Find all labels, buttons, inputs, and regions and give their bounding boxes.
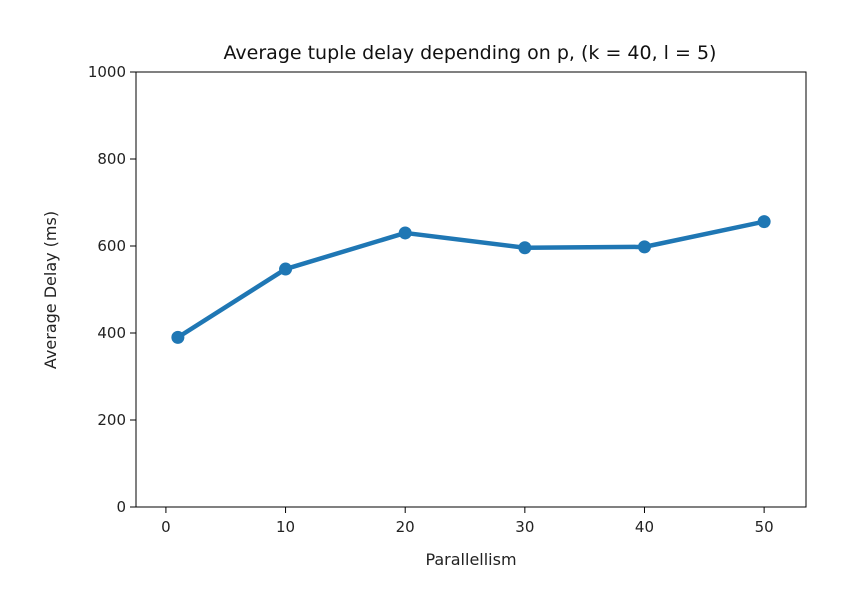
series-line: [175, 219, 767, 340]
x-tick-label: 10: [276, 518, 295, 536]
data-point: [279, 262, 293, 276]
plot-frame: [135, 71, 807, 508]
x-tick-label: 0: [161, 518, 171, 536]
chart-title: Average tuple delay depending on p, (k =…: [224, 42, 717, 64]
y-tick-label: 200: [97, 411, 126, 429]
y-tick-label: 1000: [88, 63, 126, 81]
y-tick-label: 800: [97, 150, 126, 168]
x-tick-label: 40: [635, 518, 654, 536]
y-tick-label: 400: [97, 324, 126, 342]
x-axis-label: Parallellism: [425, 550, 516, 569]
data-point: [637, 240, 651, 254]
x-tick-label: 30: [515, 518, 534, 536]
data-point: [171, 330, 185, 344]
y-tick-label: 0: [116, 498, 126, 516]
x-axis: 0 10 20 30 40 50: [161, 507, 774, 536]
data-point: [398, 226, 412, 240]
y-axis: 0 200 400 600 800 1000: [88, 63, 136, 516]
x-tick-label: 50: [755, 518, 774, 536]
y-tick-label: 600: [97, 237, 126, 255]
data-point: [518, 241, 532, 255]
series-group: [171, 215, 771, 344]
x-tick-label: 20: [396, 518, 415, 536]
data-point: [757, 215, 771, 229]
y-axis-label: Average Delay (ms): [41, 211, 60, 369]
